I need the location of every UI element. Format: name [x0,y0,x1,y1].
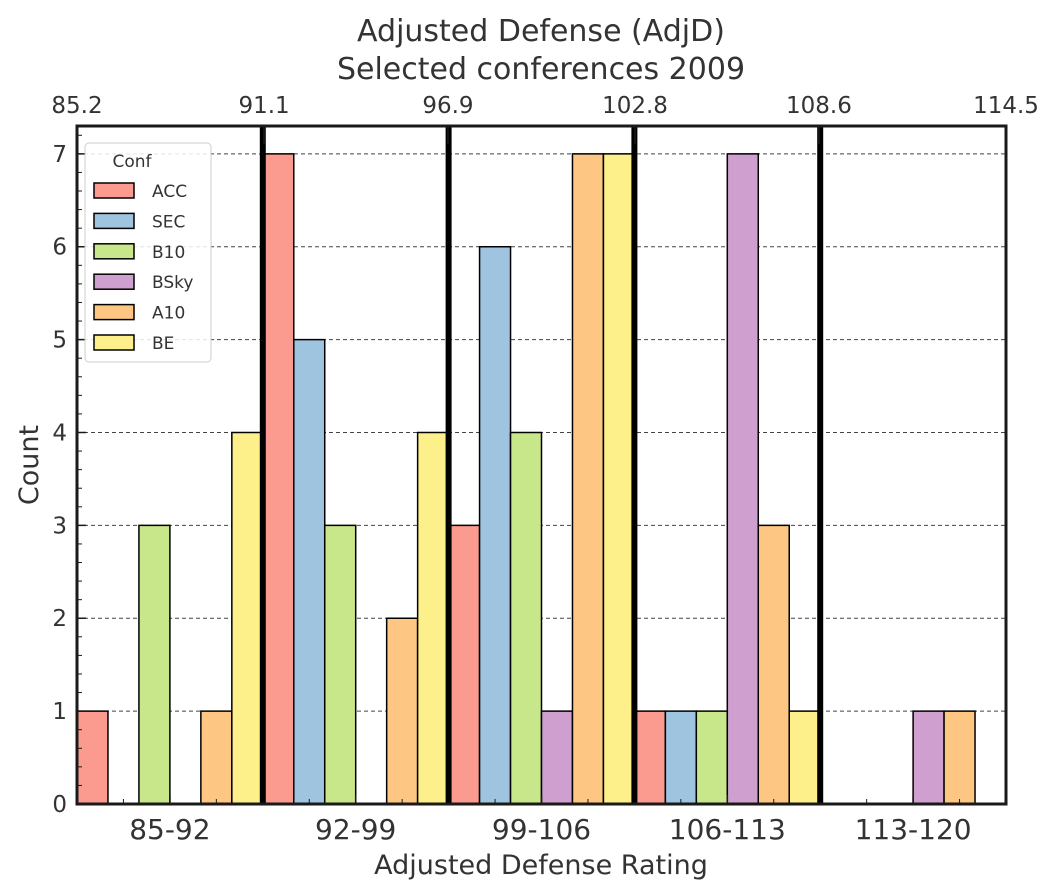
bar-acc-85-92 [76,710,109,805]
bar-b10-92-99 [323,524,357,805]
legend-title: Conf [112,152,152,172]
bar-acc-99-106 [447,524,481,805]
top-tick-label: 91.1 [238,93,289,119]
bars [76,153,976,805]
bar-bsky-99-106 [540,710,574,805]
x-tick-label: 85-92 [129,813,210,846]
top-tick-label: 96.9 [422,93,473,119]
legend-label-sec: SEC [152,212,185,232]
y-tick-label: 5 [52,328,67,354]
chart-title: Adjusted Defense (AdjD) [357,14,725,49]
y-tick-label: 3 [52,513,67,539]
top-tick-label: 102.8 [602,93,668,119]
bar-a10-113-120 [943,710,976,805]
bar-b10-106-113 [695,710,729,805]
bar-acc-92-99 [262,153,295,805]
x-tick-label: 106-113 [669,813,786,846]
bar-be-85-92 [231,431,264,805]
y-tick-label: 2 [52,606,67,632]
legend-swatch-bsky [93,273,135,290]
bin-separators [259,126,824,804]
legend-swatch-sec [93,212,135,230]
bar-bsky-106-113 [726,153,760,805]
bar-b10-99-106 [509,431,543,805]
legend-label-bsky: BSky [152,273,193,293]
bar-b10-85-92 [138,524,171,805]
axis-ticks: 0 1 2 3 4 5 6 7 85-92 92-99 99-106 106-113 113-120 85… [51,93,1039,846]
y-tick-label: 7 [52,142,67,168]
legend-swatch-b10 [93,243,135,260]
x-axis-label: Adjusted Defense Rating [374,850,708,881]
y-tick-label: 1 [52,699,67,725]
top-tick-label: 114.5 [973,93,1039,119]
bar-sec-99-106 [478,245,512,805]
bar-be-99-106 [602,153,636,805]
legend-swatch-acc [93,182,135,199]
y-tick-label: 4 [52,420,67,446]
y-tick-label: 6 [52,235,67,261]
top-tick-label: 108.6 [786,93,852,119]
bar-sec-92-99 [293,338,326,805]
x-tick-label: 99-106 [492,813,591,846]
bar-acc-106-113 [633,710,667,805]
y-axis-label: Count [14,425,45,505]
bar-sec-106-113 [664,710,698,805]
legend-swatch-a10 [93,303,135,321]
bar-a10-85-92 [200,710,233,805]
bar-be-106-113 [788,710,821,805]
chart-subtitle: Selected conferences 2009 [337,52,745,87]
x-tick-label: 113-120 [855,813,972,846]
top-tick-label: 85.2 [51,93,102,119]
bar-a10-106-113 [757,524,790,805]
legend-swatch-be [93,334,135,351]
legend-label-be: BE [152,334,174,354]
x-tick-label: 92-99 [315,813,396,846]
legend-label-a10: A10 [152,304,185,324]
y-tick-label: 0 [52,792,67,818]
legend-label-b10: B10 [152,243,185,263]
bar-a10-92-99 [385,617,419,805]
bar-bsky-113-120 [912,710,945,805]
legend-label-acc: ACC [152,182,187,202]
bar-be-92-99 [416,431,450,805]
bar-a10-99-106 [571,153,605,805]
